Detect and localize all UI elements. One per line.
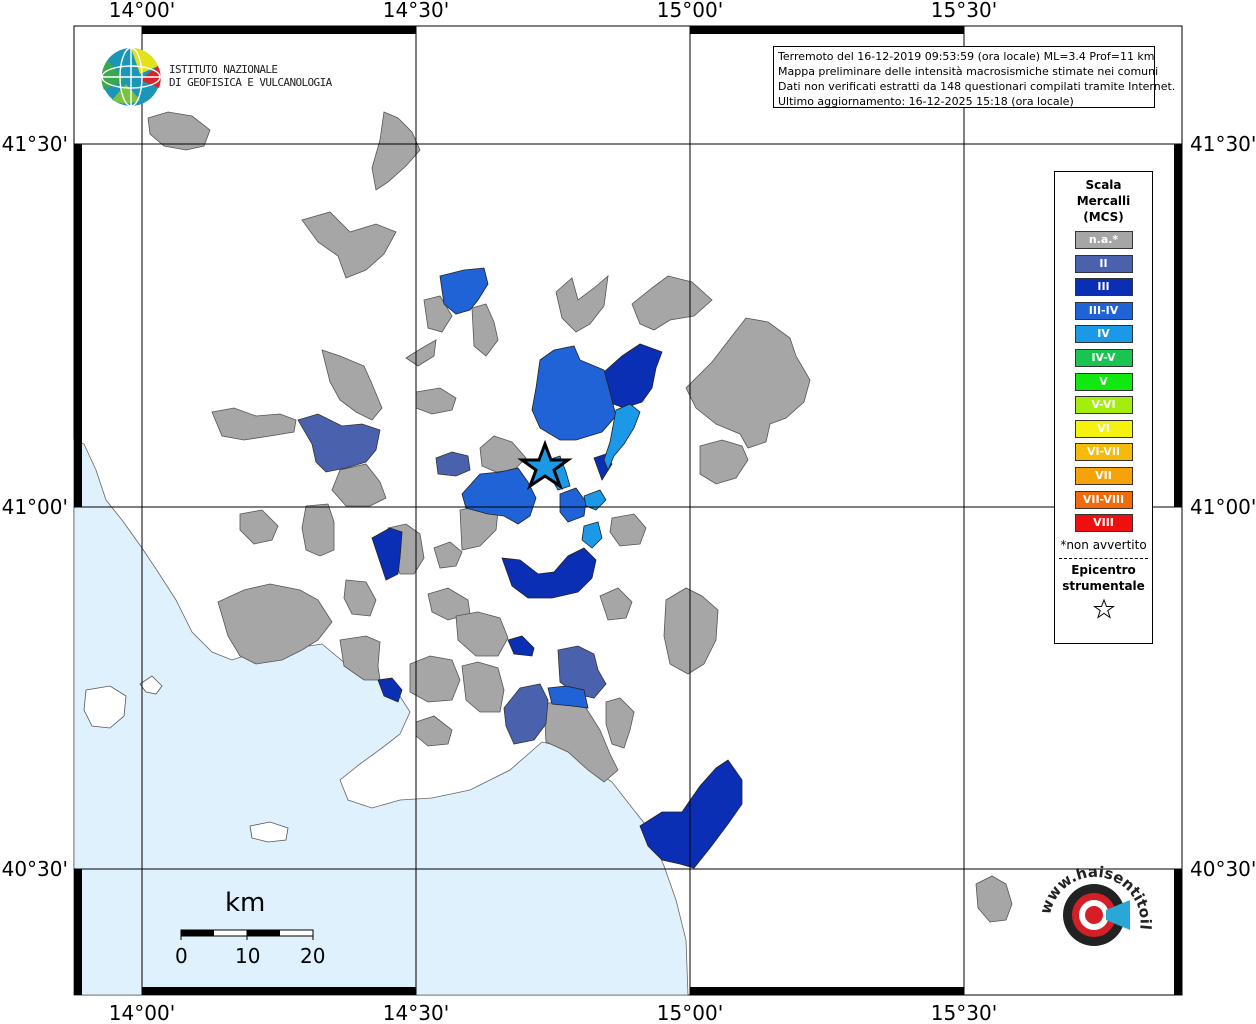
legend-item: n.a.* — [1074, 231, 1133, 249]
legend-item: IV — [1074, 325, 1133, 344]
legend-item: VI — [1074, 419, 1133, 438]
island-ischia — [83, 685, 127, 729]
scale-unit: km — [225, 888, 266, 918]
lon-tick-top-2: 14°30' — [383, 0, 449, 22]
legend-separator — [1059, 557, 1148, 559]
mcs-legend: Scala Mercalli (MCS) n.a.* II III III-IV IV I… — [1054, 171, 1153, 644]
graticule — [74, 26, 1182, 995]
municipalities-intensity-iii — [371, 343, 743, 869]
legend-item: V-VI — [1074, 396, 1133, 415]
legend-item: VI-VII — [1074, 443, 1133, 462]
lat-tick-right-1: 41°30' — [1190, 132, 1256, 156]
scale-tick-0: 0 — [175, 944, 188, 968]
legend-item: VII-VIII — [1074, 490, 1133, 509]
ingv-logo-icon — [101, 47, 161, 107]
municipalities-not-felt — [147, 111, 1013, 923]
lon-tick-bottom-3: 15°00' — [657, 1001, 723, 1024]
legend-epicenter-line-2: strumentale — [1062, 578, 1145, 593]
event-info-line-3: Dati non verificati estratti da 148 ques… — [778, 80, 1176, 93]
lat-tick-left-1: 41°30' — [2, 132, 68, 156]
legend-items: n.a.* II III III-IV IV IV-V V V-VI VI VI-VII VII VI… — [1055, 231, 1152, 533]
legend-epicenter-line-1: Epicentro — [1071, 562, 1136, 577]
lon-tick-top-1: 14°00' — [109, 0, 175, 22]
epicenter-star — [517, 439, 573, 490]
map-border-bars — [74, 26, 1182, 995]
lon-tick-bottom-1: 14°00' — [109, 1001, 175, 1024]
municipalities-intensity-iv — [547, 403, 641, 549]
legend-item: VII — [1074, 466, 1133, 485]
island-procida — [139, 675, 163, 695]
legend-title-line-1: Scala — [1085, 178, 1122, 192]
legend-title: Scala Mercalli (MCS) — [1055, 177, 1152, 225]
legend-item: V — [1074, 372, 1133, 391]
island-capri — [249, 821, 289, 843]
lon-tick-top-3: 15°00' — [657, 0, 723, 22]
logo-line-2: DI GEOFISICA E VULCANOLOGIA — [169, 76, 332, 89]
lat-tick-right-2: 41°00' — [1190, 495, 1256, 519]
lon-tick-bottom-2: 14°30' — [383, 1001, 449, 1024]
sea-area — [73, 439, 689, 996]
scale-tick-20: 20 — [300, 944, 326, 968]
event-info-line-2: Mappa preliminare delle intensità macros… — [778, 65, 1159, 78]
legend-item: III-IV — [1074, 301, 1133, 320]
scale-bar — [180, 929, 314, 940]
lat-tick-left-3: 40°30' — [2, 857, 68, 881]
legend-item: IV-V — [1074, 348, 1133, 367]
legend-title-line-3: (MCS) — [1083, 210, 1124, 224]
municipalities-intensity-ii — [297, 413, 607, 745]
lon-tick-top-4: 15°30' — [931, 0, 997, 22]
event-info-line-4: Ultimo aggiornamento: 16-12-2025 15:18 (… — [778, 95, 1074, 108]
legend-title-line-2: Mercalli — [1076, 194, 1131, 208]
event-info-line-1: Terremoto del 16-12-2019 09:53:59 (ora l… — [778, 50, 1155, 63]
lat-tick-left-2: 41°00' — [2, 495, 68, 519]
lat-tick-right-3: 40°30' — [1190, 857, 1256, 881]
event-info-box: Terremoto del 16-12-2019 09:53:59 (ora l… — [773, 46, 1176, 108]
legend-item: II — [1074, 254, 1133, 273]
legend-item: III — [1074, 278, 1133, 297]
municipalities-intensity-iii-iv — [439, 267, 617, 709]
legend-item: VIII — [1074, 514, 1133, 533]
legend-epicenter-label: Epicentro strumentale — [1055, 562, 1152, 594]
ingv-logo-text: ISTITUTO NAZIONALE DI GEOFISICA E VULCAN… — [169, 63, 332, 89]
scale-tick-10: 10 — [235, 944, 261, 968]
lon-tick-bottom-4: 15°30' — [931, 1001, 997, 1024]
legend-star-icon — [1092, 598, 1115, 619]
legend-note: *non avvertito — [1060, 537, 1147, 552]
logo-line-1: ISTITUTO NAZIONALE — [169, 63, 278, 76]
